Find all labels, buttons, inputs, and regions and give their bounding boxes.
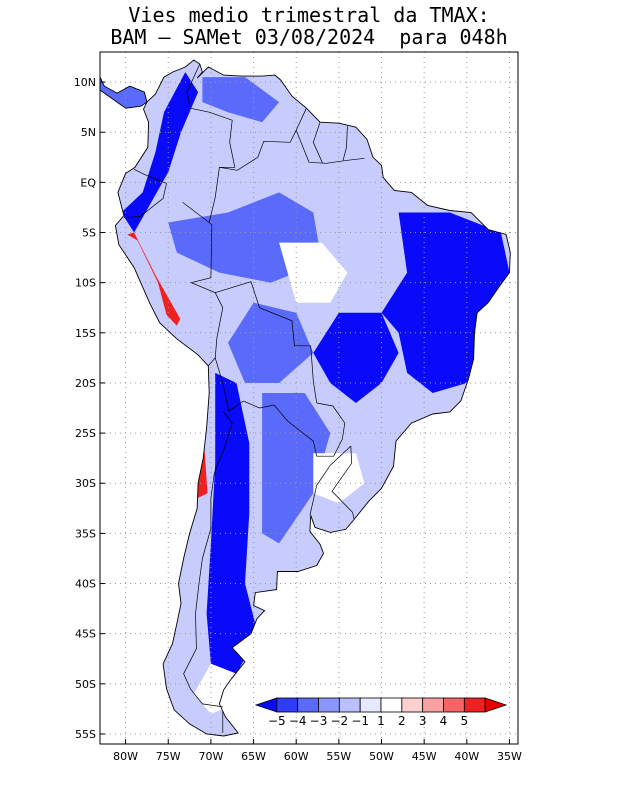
central-america-coast: [100, 76, 148, 109]
colorbar-label: 3: [419, 714, 427, 728]
country-border: [342, 126, 348, 161]
bias-patch: [127, 232, 181, 326]
lat-tick-label: 30S: [75, 477, 96, 490]
colorbar-swatch: [380, 697, 403, 713]
colorbar: −5 −4 −3 −2 −1 1 2 3 4 5: [254, 697, 508, 728]
lat-tick-label: 35S: [75, 527, 96, 540]
bias-patch: [313, 453, 365, 504]
lat-tick-label: 40S: [75, 578, 96, 591]
colorbar-label: −4: [289, 714, 307, 728]
colorbar-label: −3: [310, 714, 328, 728]
lon-tick-label: 35W: [497, 750, 522, 763]
country-border: [331, 446, 355, 520]
country-border: [215, 281, 318, 404]
coastline: [114, 59, 511, 737]
map-title-line-2: BAM – SAMet 03/08/2024 para 048h: [110, 25, 508, 49]
country-border: [273, 402, 346, 457]
lon-tick-label: 65W: [241, 750, 266, 763]
lon-tick-label: 80W: [113, 750, 138, 763]
lat-tick-label: EQ: [80, 176, 96, 189]
colorbar-swatch: [276, 697, 299, 713]
lon-tick-label: 45W: [412, 750, 437, 763]
country-borders: [100, 59, 511, 737]
lon-tick-label: 75W: [156, 750, 181, 763]
lat-tick-label: 10S: [75, 277, 96, 290]
colorbar-swatch: [422, 697, 444, 713]
colorbar-swatch: [443, 697, 465, 713]
lat-tick-label: 55S: [75, 728, 96, 741]
lat-tick-label: 50S: [75, 678, 96, 691]
bias-patch: [168, 192, 322, 283]
map-title-line-1: Vies medio trimestral da TMAX:: [128, 3, 490, 27]
lat-tick-label: 15S: [75, 327, 96, 340]
country-border: [312, 122, 323, 164]
lat-tick-label: 45S: [75, 628, 96, 641]
country-border: [208, 130, 297, 223]
graticule: [100, 52, 518, 744]
bias-patch: [202, 77, 280, 123]
latitude-tick-labels: 10N 5N EQ 5S 10S 15S 20S 25S 30S 35S 40S 45S 50S 55S: [74, 76, 105, 741]
lon-tick-label: 40W: [454, 750, 479, 763]
lon-tick-label: 55W: [326, 750, 351, 763]
colorbar-label: −5: [268, 714, 286, 728]
bias-patch: [313, 312, 399, 403]
country-border: [214, 357, 275, 412]
lon-tick-label: 70W: [198, 750, 223, 763]
lat-tick-label: 25S: [75, 427, 96, 440]
colorbar-swatch: [463, 697, 486, 713]
country-border: [133, 168, 167, 184]
colorbar-label: −2: [330, 714, 348, 728]
bias-patch: [262, 393, 331, 544]
colorbar-arrow-high: [484, 697, 508, 713]
colorbar-swatch: [318, 697, 340, 713]
bias-patch: [381, 212, 510, 393]
lat-tick-label: 5S: [82, 227, 96, 240]
bias-patch: [206, 372, 258, 674]
lat-tick-label: 5N: [81, 126, 96, 139]
country-border: [309, 445, 352, 516]
colorbar-swatch: [297, 697, 319, 713]
map-frame: [99, 51, 519, 745]
colorbar-label: −1: [351, 714, 369, 728]
colorbar-label: 2: [398, 714, 406, 728]
country-border: [183, 410, 233, 708]
lon-tick-label: 60W: [284, 750, 309, 763]
central-america: [100, 77, 147, 109]
country-border: [123, 183, 167, 218]
country-border: [295, 108, 365, 164]
longitude-tick-labels: 80W 75W 70W 65W 60W 55W 50W 45W 40W 35W: [113, 739, 522, 763]
colorbar-label: 4: [440, 714, 448, 728]
colorbar-swatch: [338, 697, 361, 713]
colorbar-label: 5: [461, 714, 469, 728]
colorbar-swatch: [401, 697, 424, 713]
bias-patch: [121, 72, 199, 233]
colorbar-swatch: [359, 697, 382, 713]
country-border: [186, 63, 236, 168]
lon-tick-label: 50W: [369, 750, 394, 763]
lat-tick-label: 20S: [75, 377, 96, 390]
lat-tick-label: 10N: [74, 76, 96, 89]
colorbar-label: 1: [377, 714, 385, 728]
